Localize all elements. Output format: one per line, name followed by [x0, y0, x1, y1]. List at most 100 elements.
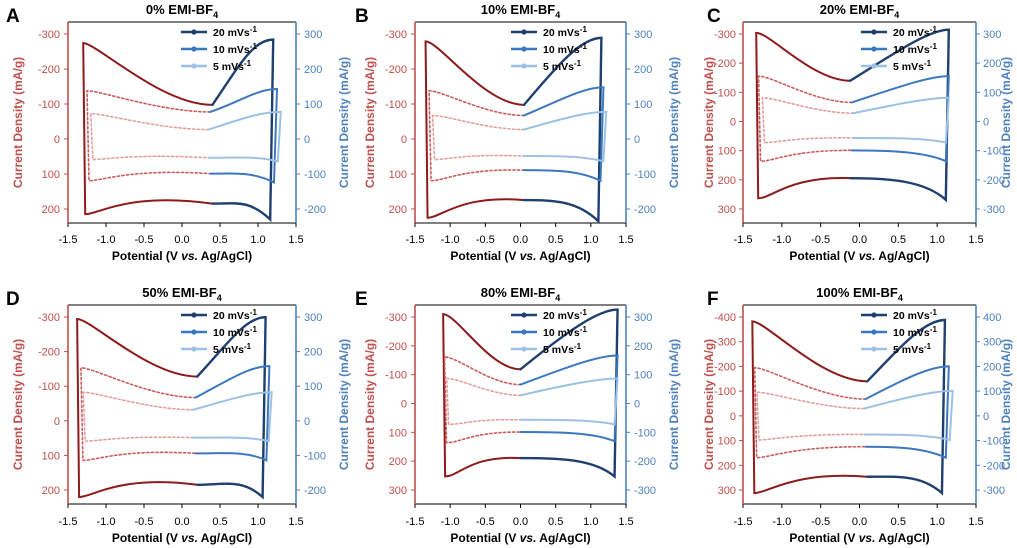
x-tick-label: -0.5: [135, 516, 154, 528]
title-percent: 50%: [142, 285, 172, 300]
x-tick-label: 1.0: [583, 516, 598, 528]
legend-label-text: 5 mVs: [893, 61, 924, 73]
right-tick-label: 100: [304, 99, 322, 111]
right-tick-label: -200: [634, 204, 656, 216]
x-tick-label: -1.5: [406, 516, 425, 528]
panel-a: A 0% EMI-BF4 -1.5 -1.0 -0.5 0.0 0.5 1.0 1.5 -300 -…: [6, 2, 351, 263]
left-tick-label: -200: [714, 58, 736, 70]
right-tick-label: 100: [983, 87, 1001, 99]
series-0-red-branch: [82, 42, 214, 216]
series-0-red-branch: [76, 317, 199, 499]
title-subscript: 4: [213, 10, 218, 20]
left-tick-label: -300: [714, 337, 736, 349]
legend-label-sup: -1: [580, 25, 588, 34]
right-tick-label: 0: [983, 117, 989, 129]
x-tick-label: 0.0: [174, 234, 189, 246]
left-tick-label: 100: [718, 146, 736, 158]
x-axis-title: Potential (V vs. Ag/AgCl): [789, 531, 929, 545]
series-1-red-branch: [443, 356, 522, 444]
legend-label: 10 mVs-1: [543, 325, 587, 339]
right-tick-label: 100: [304, 381, 322, 393]
series-2-red-branch: [82, 391, 195, 442]
title-electrolyte: EMI-BF: [510, 285, 555, 300]
legend-label: 10 mVs-1: [893, 42, 937, 56]
right-tick-label: 0: [634, 134, 640, 146]
legend-label: 5 mVs-1: [543, 59, 582, 73]
x-title-vs: vs.: [181, 531, 198, 545]
panel-letter: C: [707, 6, 721, 27]
x-title-vs: vs.: [520, 531, 537, 545]
left-tick-label: 100: [42, 450, 60, 462]
legend-label-sup: -1: [244, 59, 252, 68]
legend-label-sup: -1: [574, 342, 582, 351]
legend-label-text: 5 mVs: [543, 344, 574, 356]
title-percent: 0%: [146, 2, 168, 17]
title-percent: 100%: [816, 285, 853, 300]
left-axis-title: Current Density (mA/g): [363, 339, 377, 470]
series-1-blue-branch: [523, 86, 605, 183]
legend-label-text: 10 mVs: [893, 327, 930, 339]
left-tick-label: -200: [714, 361, 736, 373]
legend-marker: [191, 312, 197, 318]
right-axis-title: Current Density (mA/g): [667, 339, 681, 470]
series-2-blue-branch: [519, 377, 619, 426]
right-tick-label: -100: [983, 146, 1005, 158]
legend-label: 20 mVs-1: [543, 25, 587, 39]
legend-marker: [521, 29, 527, 35]
left-tick-label: -200: [38, 347, 60, 359]
right-tick-label: 0: [304, 416, 310, 428]
legend-label-sup: -1: [580, 308, 588, 317]
legend-marker: [191, 29, 197, 35]
title-electrolyte: EMI-BF: [172, 285, 217, 300]
panel-title: 100% EMI-BF4: [816, 285, 903, 303]
left-tick-label: -400: [714, 312, 736, 324]
x-tick-label: 0.5: [212, 516, 227, 528]
left-tick-label: 0: [401, 134, 407, 146]
legend-label-text: 20 mVs: [893, 310, 930, 322]
x-title-vs: vs.: [181, 249, 198, 263]
left-tick-label: 300: [718, 485, 736, 497]
panel-title: 80% EMI-BF4: [481, 285, 560, 303]
x-tick-label: 1.0: [930, 516, 945, 528]
left-tick-label: -100: [38, 381, 60, 393]
x-tick-label: 0.5: [891, 234, 906, 246]
legend-marker: [521, 46, 527, 52]
series-2-red-branch: [89, 112, 210, 161]
left-tick-label: 100: [42, 169, 60, 181]
x-tick-label: 1.5: [968, 234, 983, 246]
x-axis-title: Potential (V vs. Ag/AgCl): [450, 531, 590, 545]
legend-label-text: 20 mVs: [213, 27, 250, 39]
x-tick-label: -1.5: [734, 234, 753, 246]
legend-label-text: 20 mVs: [543, 27, 580, 39]
right-tick-label: 200: [634, 64, 652, 76]
panel-title: 10% EMI-BF4: [481, 2, 560, 20]
x-axis-title: Potential (V vs. Ag/AgCl): [112, 249, 252, 263]
right-tick-label: -100: [304, 450, 326, 462]
legend-label-text: 10 mVs: [213, 327, 250, 339]
left-tick-label: -100: [714, 87, 736, 99]
right-tick-label: 0: [304, 134, 310, 146]
title-electrolyte: EMI-BF: [853, 285, 898, 300]
legend-label-sup: -1: [930, 42, 938, 51]
left-tick-label: 0: [401, 399, 407, 411]
series-1-blue-branch: [850, 75, 950, 163]
legend-marker: [871, 46, 877, 52]
right-tick-label: 100: [634, 99, 652, 111]
left-axis-title: Current Density (mA/g): [702, 57, 716, 188]
left-tick-label: -200: [38, 64, 60, 76]
right-tick-label: -100: [634, 169, 656, 181]
series-0-blue-branch: [866, 318, 947, 496]
panel-c: C 20% EMI-BF4 -1.5 -1.0 -0.5 0.0 0.5 1.0 1.5 -300…: [702, 2, 1013, 263]
x-title-suffix: Ag/AgCl): [875, 531, 929, 545]
x-tick-label: -0.5: [135, 234, 154, 246]
series-2-red-branch: [445, 377, 522, 426]
series-1-red-branch: [753, 366, 867, 459]
legend-label-text: 10 mVs: [543, 327, 580, 339]
right-tick-label: 200: [634, 341, 652, 353]
panel-d: D 50% EMI-BF4 -1.5 -1.0 -0.5 0.0 0.5 1.0 1.5 -300…: [6, 285, 351, 545]
right-tick-label: 200: [983, 361, 1001, 373]
legend-marker: [521, 63, 527, 69]
left-axis-title: Current Density (mA/g): [702, 339, 716, 470]
right-tick-label: 300: [634, 312, 652, 324]
